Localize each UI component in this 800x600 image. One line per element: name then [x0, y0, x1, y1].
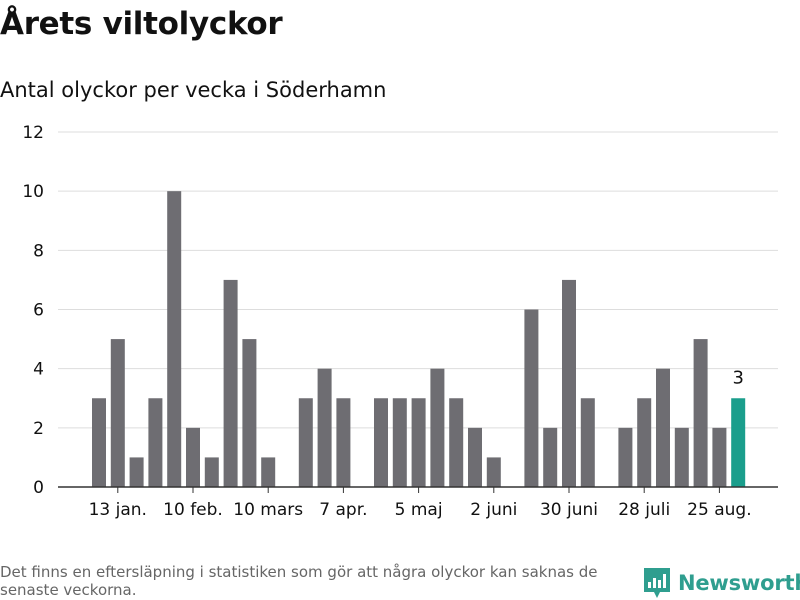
y-tick-label: 12 — [22, 123, 44, 143]
bar — [242, 339, 257, 487]
bar — [298, 398, 313, 487]
bar — [92, 398, 106, 487]
highlight-bar — [731, 398, 746, 487]
x-tick-label: 7 apr. — [319, 500, 367, 520]
x-tick-label: 5 maj — [395, 500, 443, 520]
y-tick-label: 2 — [33, 419, 44, 439]
x-tick-label: 25 aug. — [687, 500, 751, 520]
x-tick-label: 2 juni — [470, 500, 517, 520]
y-tick-label: 10 — [22, 182, 44, 202]
y-tick-label: 8 — [33, 241, 44, 261]
bar — [186, 427, 200, 487]
bar — [411, 398, 426, 487]
bar — [449, 398, 464, 487]
bar-chart: 0 2 4 6 8 10 12 13 jan. 10 feb. 10 mars 7 apr. 5 ma… — [22, 123, 778, 520]
brand-name: Newsworthy — [678, 571, 800, 595]
bar — [336, 398, 351, 487]
bar — [693, 339, 708, 487]
bar — [524, 309, 539, 487]
bar — [543, 427, 558, 487]
bar — [148, 398, 163, 487]
newsworthy-logo-icon — [644, 568, 670, 598]
bar — [430, 368, 445, 487]
brand-logo: Newsworthy — [644, 568, 800, 598]
bar — [392, 398, 407, 487]
bar — [486, 457, 501, 487]
y-tick-label: 4 — [33, 360, 44, 380]
bar — [204, 457, 219, 487]
bar — [167, 191, 182, 487]
y-tick-label: 6 — [33, 301, 44, 321]
bar — [223, 279, 238, 487]
bar — [712, 427, 727, 487]
bar — [374, 398, 388, 487]
chart-subtitle: Antal olyckor per vecka i Söderhamn — [0, 78, 387, 102]
x-tick-label: 13 jan. — [89, 500, 147, 520]
bar — [129, 457, 144, 487]
highlight-data-label: 3 — [732, 367, 743, 388]
bar — [261, 457, 276, 487]
chart-title: Årets viltolyckor — [0, 6, 283, 42]
bar — [580, 398, 595, 487]
x-tick-label: 10 mars — [233, 500, 303, 520]
bar — [468, 427, 482, 487]
y-tick-label: 0 — [33, 478, 44, 498]
x-tick-label: 10 feb. — [163, 500, 223, 520]
bar — [656, 368, 670, 487]
bar — [637, 398, 652, 487]
bar — [618, 427, 633, 487]
bar — [562, 279, 576, 487]
footnote: Det finns en eftersläpning i statistiken… — [0, 563, 598, 599]
bar — [674, 427, 689, 487]
bar — [317, 368, 332, 487]
x-tick-label: 28 juli — [618, 500, 670, 520]
bar — [110, 339, 125, 487]
x-tick-label: 30 juni — [540, 500, 598, 520]
